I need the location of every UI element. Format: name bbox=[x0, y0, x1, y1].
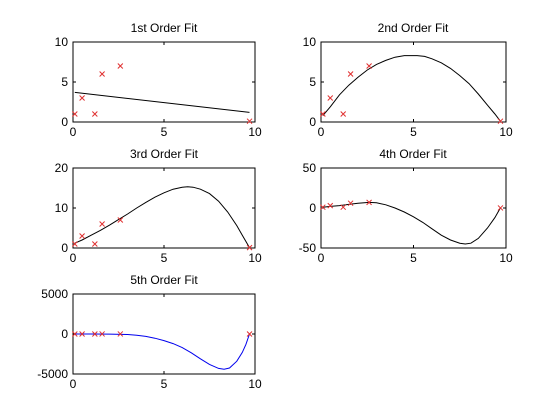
data-point-marker bbox=[347, 71, 354, 77]
data-point-marker bbox=[79, 331, 85, 337]
axes-box bbox=[320, 167, 507, 249]
data-point-marker bbox=[319, 111, 326, 117]
data-point-marker bbox=[117, 217, 124, 223]
y-tick-label: 0 bbox=[309, 201, 316, 215]
x-tick-label: 5 bbox=[161, 377, 168, 391]
chart-title: 2nd Order Fit bbox=[378, 21, 449, 35]
subplot-3rd-order-fit: 3rd Order Fit 0 5 10 0 10 20 bbox=[55, 147, 262, 265]
x-tick-label: 5 bbox=[161, 251, 168, 265]
y-tick-label: 10 bbox=[303, 35, 317, 49]
data-point-marker bbox=[366, 63, 372, 69]
data-point-marker bbox=[71, 241, 78, 247]
data-point-marker bbox=[246, 118, 253, 125]
chart-title: 4th Order Fit bbox=[379, 147, 447, 161]
data-point-marker bbox=[497, 205, 504, 211]
data-point-marker bbox=[91, 331, 98, 337]
data-point-marker bbox=[71, 111, 78, 117]
data-point-marker bbox=[117, 63, 124, 69]
subplot-2nd-order-fit: 2nd Order Fit 0 5 10 0 5 10 bbox=[303, 21, 513, 139]
data-point-marker bbox=[99, 331, 105, 337]
data-point-marker bbox=[366, 199, 372, 206]
fit-curve bbox=[74, 333, 250, 370]
data-point-marker bbox=[79, 95, 85, 101]
y-tick-label: 5 bbox=[309, 75, 316, 89]
x-tick-label: 0 bbox=[318, 251, 325, 265]
chart-title: 1st Order Fit bbox=[131, 21, 198, 35]
y-tick-label: 5000 bbox=[41, 287, 68, 301]
fit-curve bbox=[322, 201, 501, 245]
data-point-marker bbox=[340, 204, 347, 211]
data-point-marker bbox=[91, 241, 98, 247]
y-tick-label: 0 bbox=[61, 115, 68, 129]
x-tick-label: 10 bbox=[499, 125, 513, 139]
axes-box bbox=[72, 41, 256, 123]
data-point-marker bbox=[117, 331, 124, 337]
y-tick-label: 10 bbox=[55, 35, 69, 49]
x-tick-label: 0 bbox=[70, 251, 77, 265]
x-tick-label: 0 bbox=[318, 125, 325, 139]
fit-curve bbox=[322, 55, 501, 122]
data-point-marker bbox=[319, 204, 326, 211]
data-point-marker bbox=[246, 244, 253, 251]
y-tick-label: 0 bbox=[309, 115, 316, 129]
x-tick-label: 10 bbox=[499, 251, 513, 265]
data-point-marker bbox=[99, 221, 105, 227]
y-tick-label: 20 bbox=[55, 161, 69, 175]
data-point-marker bbox=[327, 202, 334, 209]
x-tick-label: 5 bbox=[410, 125, 417, 139]
axes-box bbox=[320, 41, 507, 123]
data-point-marker bbox=[99, 71, 105, 77]
x-tick-label: 0 bbox=[70, 377, 77, 391]
y-tick-label: 0 bbox=[61, 241, 68, 255]
y-tick-label: -5000 bbox=[37, 367, 68, 381]
data-point-marker bbox=[340, 111, 347, 117]
data-point-marker bbox=[327, 95, 334, 101]
x-tick-label: 5 bbox=[161, 125, 168, 139]
x-tick-label: 10 bbox=[248, 125, 262, 139]
axes-box bbox=[72, 167, 256, 249]
y-tick-label: -50 bbox=[299, 241, 317, 255]
fit-curve bbox=[74, 186, 250, 248]
y-tick-label: 50 bbox=[303, 161, 317, 175]
chart-title: 5th Order Fit bbox=[130, 273, 198, 287]
y-tick-label: 5 bbox=[61, 75, 68, 89]
data-point-marker bbox=[246, 331, 253, 337]
data-point-marker bbox=[91, 111, 98, 117]
x-tick-label: 10 bbox=[248, 251, 262, 265]
y-tick-label: 0 bbox=[61, 327, 68, 341]
x-tick-label: 5 bbox=[410, 251, 417, 265]
data-point-marker bbox=[79, 233, 85, 239]
data-point-marker bbox=[497, 118, 504, 125]
chart-title: 3rd Order Fit bbox=[130, 147, 199, 161]
x-tick-label: 0 bbox=[70, 125, 77, 139]
fit-curve bbox=[74, 91, 250, 113]
data-point-marker bbox=[71, 331, 78, 337]
subplot-1st-order-fit: 1st Order Fit 0 5 10 0 5 10 bbox=[55, 21, 262, 139]
data-point-marker bbox=[347, 200, 354, 207]
x-tick-label: 10 bbox=[248, 377, 262, 391]
y-tick-label: 10 bbox=[55, 201, 69, 215]
